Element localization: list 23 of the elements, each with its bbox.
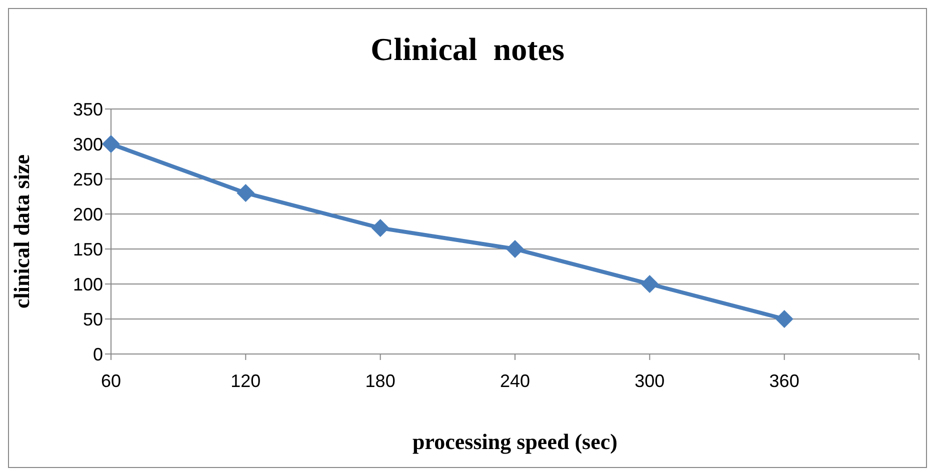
x-axis-title: processing speed (sec): [412, 429, 618, 454]
x-tick-label: 360: [769, 370, 800, 391]
y-axis-title: clinical data size: [8, 154, 34, 308]
point: [236, 184, 255, 202]
y-tick-label: 250: [72, 169, 103, 190]
x-tick-label: 180: [365, 370, 396, 391]
x-tick-label: 120: [230, 370, 261, 391]
x-tick-label: 300: [634, 370, 665, 391]
x-tick-label: 60: [100, 370, 122, 391]
y-tick-label: 300: [72, 134, 103, 154]
point: [371, 219, 390, 237]
y-tick-label: 350: [72, 99, 103, 120]
y-tick-label: 50: [82, 309, 103, 330]
y-tick-label: 150: [72, 239, 103, 260]
x-tick-label: 240: [500, 370, 530, 391]
y-tick-label: 0: [92, 344, 103, 364]
point: [102, 135, 120, 153]
chart-title: Clinical notes: [370, 30, 566, 68]
point: [775, 310, 794, 328]
point: [506, 240, 524, 258]
y-tick-label: 200: [72, 204, 103, 224]
point: [640, 275, 659, 293]
y-tick-label: 100: [72, 274, 103, 294]
